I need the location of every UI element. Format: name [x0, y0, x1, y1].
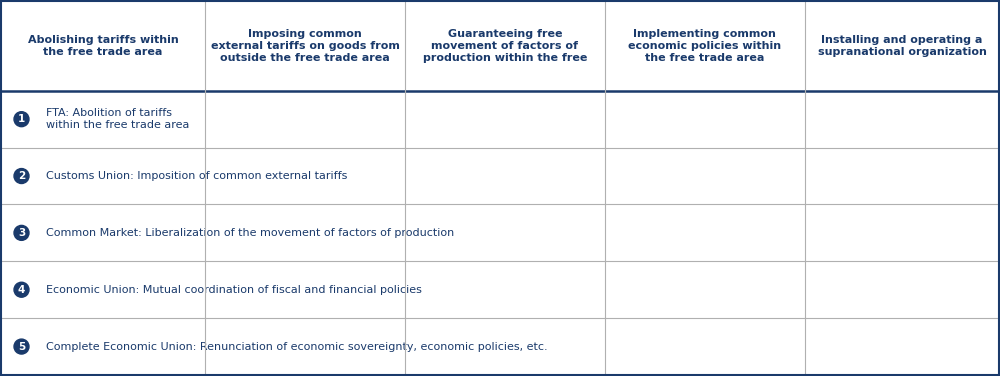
Text: 2: 2	[18, 171, 25, 181]
Circle shape	[14, 168, 29, 183]
Text: 5: 5	[18, 341, 25, 352]
Circle shape	[14, 112, 29, 127]
Text: 1: 1	[18, 114, 25, 124]
Text: Installing and operating a
supranational organization: Installing and operating a supranational…	[818, 35, 987, 57]
Circle shape	[14, 225, 29, 240]
Text: Economic Union: Mutual coordination of fiscal and financial policies: Economic Union: Mutual coordination of f…	[46, 285, 421, 295]
Circle shape	[14, 339, 29, 354]
Text: 4: 4	[18, 285, 25, 295]
Text: Imposing common
external tariffs on goods from
outside the free trade area: Imposing common external tariffs on good…	[211, 29, 400, 63]
Text: Abolishing tariffs within
the free trade area: Abolishing tariffs within the free trade…	[28, 35, 178, 57]
Text: FTA: Abolition of tariffs
within the free trade area: FTA: Abolition of tariffs within the fre…	[46, 108, 189, 130]
Text: Common Market: Liberalization of the movement of factors of production: Common Market: Liberalization of the mov…	[46, 228, 454, 238]
Text: Guaranteeing free
movement of factors of
production within the free: Guaranteeing free movement of factors of…	[423, 29, 587, 63]
Text: Complete Economic Union: Renunciation of economic sovereignty, economic policies: Complete Economic Union: Renunciation of…	[46, 341, 547, 352]
Text: Customs Union: Imposition of common external tariffs: Customs Union: Imposition of common exte…	[46, 171, 347, 181]
Text: Implementing common
economic policies within
the free trade area: Implementing common economic policies wi…	[628, 29, 781, 63]
Text: 3: 3	[18, 228, 25, 238]
Circle shape	[14, 282, 29, 297]
